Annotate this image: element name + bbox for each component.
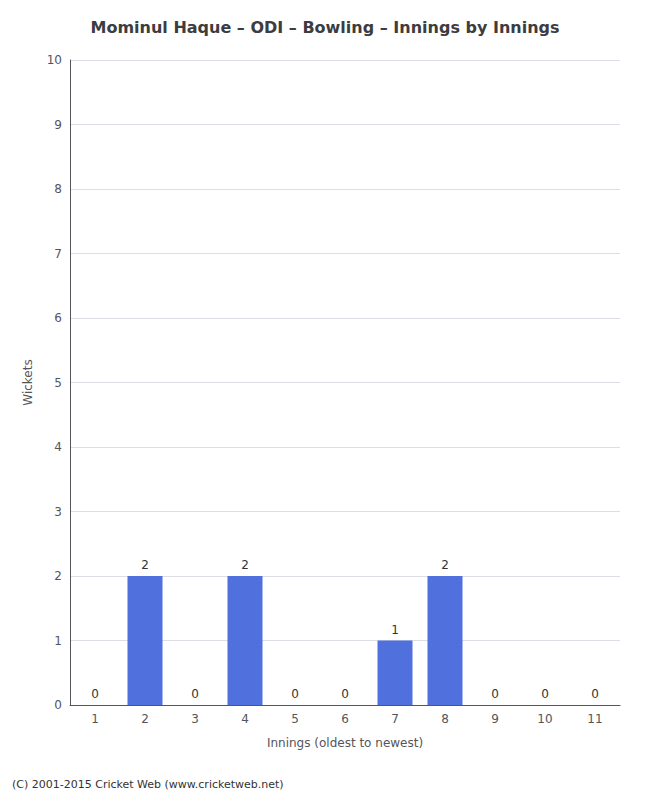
svg-text:10: 10 [537, 712, 552, 726]
svg-text:7: 7 [54, 247, 62, 261]
svg-text:0: 0 [91, 687, 99, 701]
svg-text:1: 1 [391, 623, 399, 637]
svg-text:2: 2 [441, 558, 449, 572]
svg-text:1: 1 [91, 712, 99, 726]
svg-text:Innings (oldest to newest): Innings (oldest to newest) [267, 736, 423, 750]
svg-text:8: 8 [441, 712, 449, 726]
svg-text:0: 0 [591, 687, 599, 701]
svg-text:6: 6 [341, 712, 349, 726]
svg-text:2: 2 [241, 558, 249, 572]
svg-text:3: 3 [54, 505, 62, 519]
svg-text:9: 9 [54, 118, 62, 132]
svg-text:2: 2 [141, 712, 149, 726]
svg-text:0: 0 [291, 687, 299, 701]
svg-text:(C) 2001-2015 Cricket Web (www: (C) 2001-2015 Cricket Web (www.cricketwe… [12, 778, 284, 791]
svg-text:3: 3 [191, 712, 199, 726]
svg-text:8: 8 [54, 182, 62, 196]
svg-text:0: 0 [541, 687, 549, 701]
svg-text:5: 5 [291, 712, 299, 726]
svg-text:Wickets: Wickets [21, 359, 35, 405]
svg-text:5: 5 [54, 376, 62, 390]
svg-text:10: 10 [47, 53, 62, 67]
svg-text:11: 11 [587, 712, 602, 726]
svg-text:9: 9 [491, 712, 499, 726]
svg-text:7: 7 [391, 712, 399, 726]
svg-text:4: 4 [241, 712, 249, 726]
svg-text:0: 0 [341, 687, 349, 701]
svg-text:4: 4 [54, 440, 62, 454]
svg-text:0: 0 [191, 687, 199, 701]
svg-text:6: 6 [54, 311, 62, 325]
svg-text:1: 1 [54, 634, 62, 648]
svg-text:2: 2 [141, 558, 149, 572]
svg-text:2: 2 [54, 569, 62, 583]
svg-text:Mominul Haque – ODI – Bowling: Mominul Haque – ODI – Bowling – Innings … [90, 18, 559, 37]
svg-text:0: 0 [54, 698, 62, 712]
svg-text:0: 0 [491, 687, 499, 701]
